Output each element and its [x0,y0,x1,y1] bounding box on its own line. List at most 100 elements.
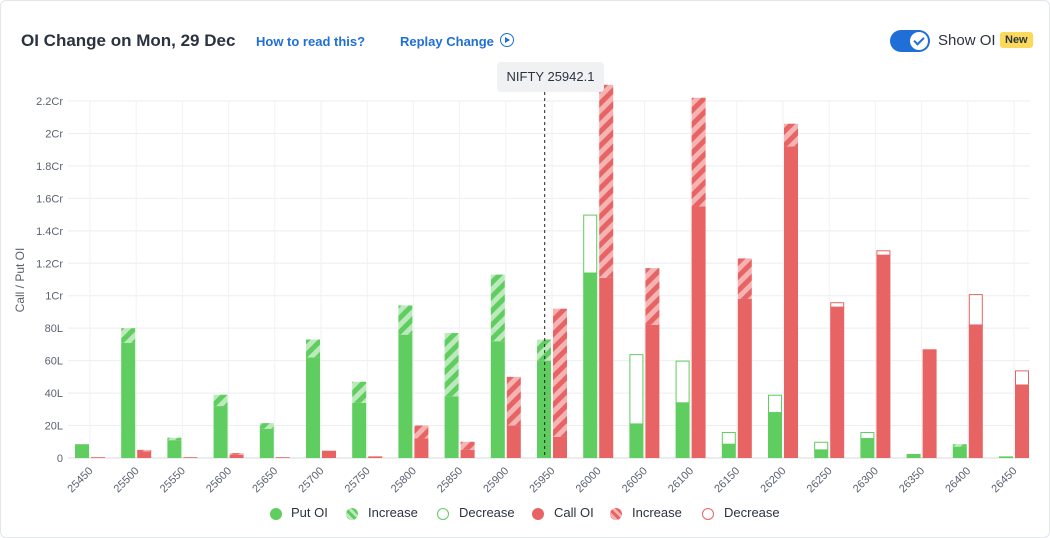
put-oi-bar [398,334,413,458]
y-tick-label: 2.2Cr [36,96,63,108]
spot-price-label: NIFTY 25942.1 [497,62,604,92]
x-tick-label: 25650 [250,465,280,495]
legend-call-decrease[interactable]: Decrease [724,505,780,520]
call-increase-bar [414,425,429,439]
call-oi-bar [183,457,198,458]
legend-put-decrease[interactable]: Decrease [459,505,515,520]
put-oi-bar [860,438,875,458]
call-oi-bar [137,451,152,458]
put-oi-bar [537,360,551,458]
call-oi-bar [968,324,983,458]
y-tick-label: 60L [45,356,63,368]
put-decrease-bar [721,432,736,445]
call-oi-bar [460,449,475,458]
call-oi-bar [876,255,891,458]
replay-change-button[interactable]: Replay Change [400,34,494,49]
x-tick-label: 26000 [574,465,604,495]
call-increase-bar [784,123,798,147]
put-decrease-bar [860,432,875,440]
put-oi-bar [675,402,690,458]
y-tick-label: 80L [45,323,63,335]
legend-call-increase[interactable]: Increase [632,505,682,520]
put-increase-bar [398,305,413,335]
call-oi-bar [830,307,845,458]
x-tick-label: 26200 [758,465,788,495]
call-oi-bar [506,425,521,458]
show-oi-label: Show OI [938,32,996,49]
x-tick-label: 25700 [296,465,326,495]
put-decrease-swatch [437,508,449,520]
call-oi-bar [691,206,706,458]
put-increase-bar [306,339,320,358]
put-oi-bar [444,396,459,458]
how-to-read-link[interactable]: How to read this? [256,34,366,49]
put-oi-bar [167,440,182,458]
call-oi-bar [922,349,937,458]
x-tick-label: 25900 [481,465,511,495]
put-increase-bar [537,339,551,361]
call-oi-bar [737,298,752,458]
put-increase-swatch [346,508,358,520]
call-oi-swatch [532,508,544,520]
put-decrease-bar [629,354,644,425]
x-tick-label: 26150 [712,465,742,495]
put-oi-bar [999,456,1013,458]
put-increase-bar [121,328,136,343]
call-increase-bar [229,453,244,455]
show-oi-toggle[interactable] [890,30,930,52]
y-axis-label: Call / Put OI [13,248,27,313]
legend-put-increase[interactable]: Increase [368,505,418,520]
put-increase-bar [444,333,459,397]
put-decrease-bar [768,394,782,414]
call-oi-bar [784,146,798,458]
put-oi-bar [814,449,829,458]
y-tick-label: 0 [57,453,63,465]
call-increase-bar [506,376,521,426]
call-decrease-swatch [702,508,714,520]
put-increase-bar [259,423,274,429]
put-oi-bar [768,412,782,458]
put-oi-bar [721,444,736,458]
legend-call-oi[interactable]: Call OI [554,505,594,520]
legend-put-oi[interactable]: Put OI [291,505,328,520]
call-oi-bar [414,438,429,458]
x-tick-label: 25500 [112,465,142,495]
put-oi-bar [490,341,505,458]
x-tick-label: 25600 [204,465,234,495]
y-tick-label: 1.8Cr [36,161,63,173]
call-increase-bar [599,84,614,278]
call-oi-bar [91,457,105,458]
call-increase-swatch [610,508,622,520]
x-tick-label: 26450 [989,465,1019,495]
call-increase-bar [737,258,752,299]
bars [75,84,1029,458]
call-increase-bar [691,97,706,207]
y-tick-label: 1.6Cr [36,193,63,205]
check-icon [910,32,928,50]
call-decrease-bar [876,250,891,256]
page-title: OI Change on Mon, 29 Dec [21,31,236,50]
x-tick-label: 26050 [620,465,650,495]
put-oi-bar [952,446,967,458]
play-circle-icon[interactable] [500,33,514,47]
y-axis-ticks: 0 20L 40L 60L 80L 1Cr 1.2Cr 1.4Cr 1.6Cr 1.8Cr 2Cr 2… [36,96,63,465]
call-oi-bar [229,454,244,458]
chart-legend: Put OI Increase Decrease Call OI Increas… [0,505,1050,525]
y-tick-label: 20L [45,421,63,433]
put-oi-swatch [270,508,282,520]
x-tick-label: 25950 [527,465,557,495]
put-decrease-bar [583,214,598,274]
call-increase-bar [460,441,475,450]
x-tick-label: 25450 [65,465,95,495]
x-tick-label: 26100 [666,465,696,495]
put-oi-bar [259,428,274,458]
x-tick-label: 26400 [943,465,973,495]
call-oi-bar [322,450,336,458]
call-increase-bar [645,268,660,325]
put-increase-bar [952,444,967,447]
x-tick-label: 26300 [851,465,881,495]
x-tick-label: 26250 [805,465,835,495]
x-tick-label: 26350 [897,465,927,495]
put-oi-bar [352,402,367,458]
